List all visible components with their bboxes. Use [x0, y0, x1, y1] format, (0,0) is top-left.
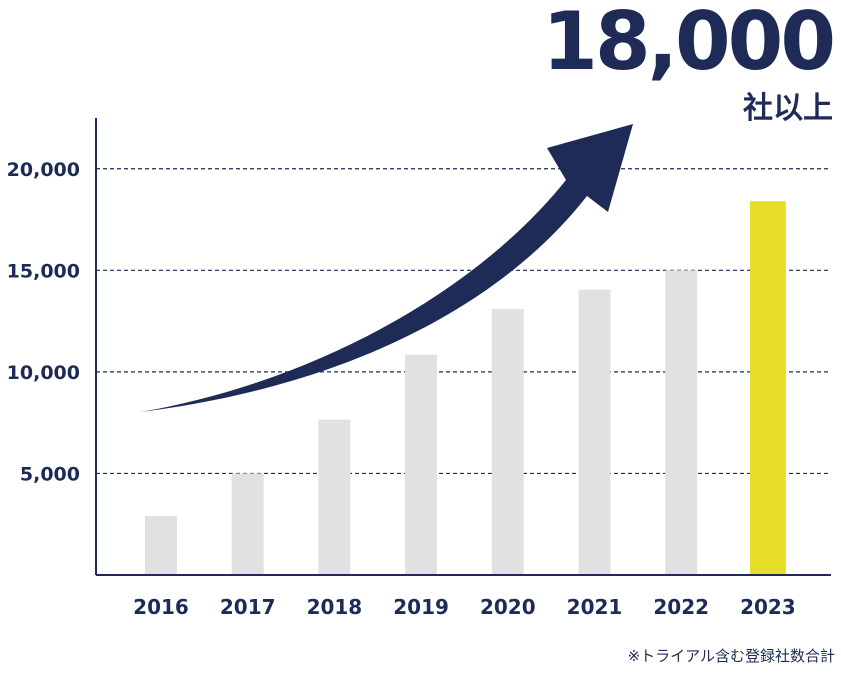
y-tick-labels: 5,000 10,000 15,000 20,000 — [7, 159, 80, 486]
trend-arrow-icon — [140, 124, 633, 412]
footnote: ※トライアル含む登録社数合計 — [627, 647, 835, 665]
bars — [145, 201, 786, 575]
x-tick-label: 2017 — [220, 595, 276, 619]
y-tick-label: 5,000 — [20, 463, 80, 485]
x-tick-label: 2016 — [133, 595, 189, 619]
bar-highlight — [749, 201, 786, 575]
bar — [491, 308, 524, 575]
bar — [665, 270, 698, 575]
y-tick-label: 15,000 — [7, 260, 80, 282]
bar — [405, 354, 438, 575]
x-tick-label: 2020 — [480, 595, 536, 619]
bar — [318, 419, 351, 575]
bar — [578, 289, 611, 575]
x-tick-label: 2019 — [393, 595, 449, 619]
x-tick-labels: 2016 2017 2018 2019 2020 2021 2022 2023 — [133, 595, 796, 619]
x-tick-label: 2018 — [307, 595, 363, 619]
x-tick-label: 2021 — [567, 595, 623, 619]
y-tick-label: 20,000 — [7, 159, 80, 181]
x-tick-label: 2022 — [653, 595, 709, 619]
x-tick-label: 2023 — [740, 595, 796, 619]
headline-unit: 社以上 — [743, 91, 833, 126]
bar — [145, 516, 177, 575]
gridlines — [96, 168, 831, 475]
bar — [231, 473, 264, 575]
headline-value: 18,000 — [542, 0, 836, 88]
y-tick-label: 10,000 — [7, 362, 80, 384]
